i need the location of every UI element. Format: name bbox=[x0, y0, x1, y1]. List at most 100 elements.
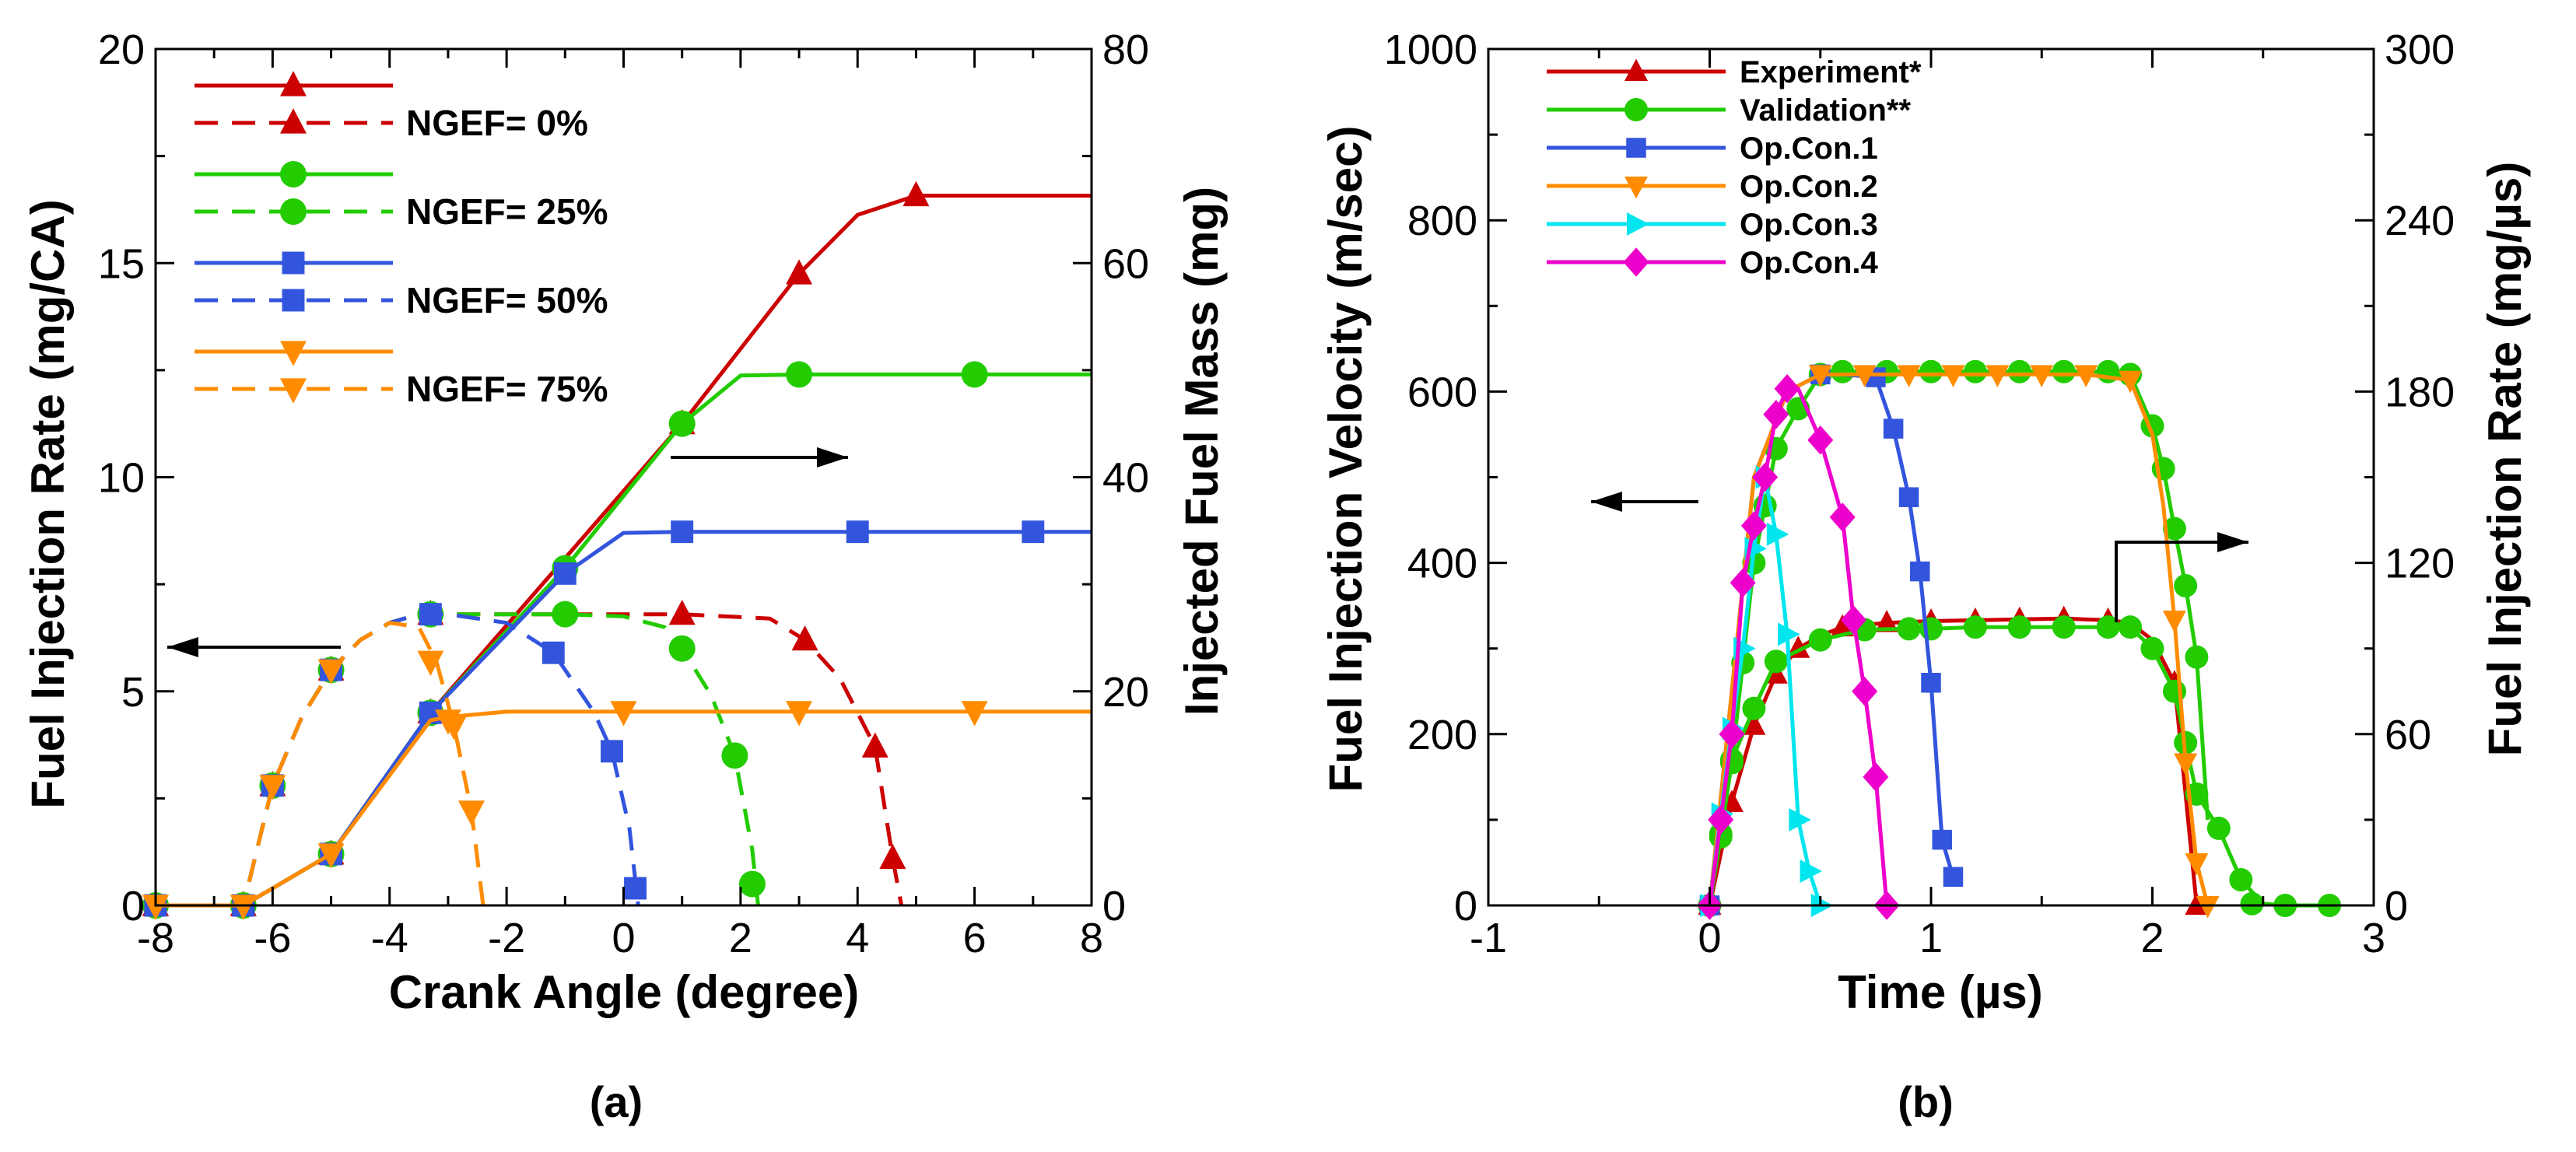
data-point-marker bbox=[2185, 645, 2209, 669]
data-point-marker bbox=[2206, 816, 2231, 840]
data-point-marker bbox=[2007, 359, 2031, 383]
legend-label: Validation** bbox=[1740, 93, 1911, 128]
data-point-marker bbox=[1742, 713, 1766, 735]
data-point-marker bbox=[1764, 650, 1788, 674]
data-point-marker bbox=[541, 641, 565, 664]
data-point-marker bbox=[1766, 522, 1789, 546]
x-tick-label: 2 bbox=[729, 915, 752, 961]
legend-entry-experiment-: Experiment* bbox=[1547, 55, 1922, 89]
data-point-marker bbox=[1752, 462, 1779, 492]
y-tick-label: 20 bbox=[98, 26, 145, 73]
data-point-marker bbox=[961, 361, 988, 388]
data-point-marker bbox=[2030, 365, 2054, 387]
data-point-marker bbox=[791, 625, 818, 651]
legend-label: NGEF= 75% bbox=[406, 369, 608, 409]
legend-marker-dashed bbox=[282, 289, 305, 312]
data-point-marker bbox=[2196, 896, 2220, 919]
data-point-marker bbox=[440, 715, 468, 741]
data-point-marker bbox=[1932, 829, 1952, 850]
series-line bbox=[156, 372, 1092, 908]
data-point-marker bbox=[786, 361, 813, 388]
data-point-marker bbox=[458, 800, 485, 826]
data-point-marker bbox=[230, 895, 257, 920]
data-point-marker bbox=[1829, 502, 1856, 532]
y-tick-label: 600 bbox=[1407, 369, 1477, 415]
panel-b-legend: Experiment* Validation**Op.Con.1 Op.Con.2 O… bbox=[1547, 55, 1922, 280]
panel-a-legend: NGEF= 0% NGEF= 25% NGEF= 50% NGEF= 75% bbox=[195, 71, 608, 409]
data-point-marker bbox=[1963, 615, 1987, 639]
y-tick-label: 800 bbox=[1407, 198, 1477, 244]
data-point-marker bbox=[1963, 359, 1987, 383]
data-point-marker bbox=[2229, 867, 2253, 891]
y-tick-label: 10 bbox=[98, 455, 145, 502]
data-point-marker bbox=[2162, 516, 2186, 541]
panel-b-caption: (b) bbox=[1898, 1077, 1954, 1126]
data-point-marker bbox=[2074, 365, 2098, 387]
x-tick-label: -1 bbox=[1470, 915, 1507, 961]
legend-label: Op.Con.3 bbox=[1740, 208, 1878, 242]
panel-a-series-layer bbox=[142, 180, 1092, 920]
data-point-marker bbox=[721, 742, 748, 769]
y-right-tick-label: 0 bbox=[2385, 883, 2408, 930]
data-point-marker bbox=[1022, 520, 1045, 544]
data-point-marker bbox=[1910, 561, 1930, 582]
data-point-marker bbox=[1807, 425, 1834, 455]
x-tick-label: -2 bbox=[488, 915, 525, 961]
x-tick-label: -4 bbox=[371, 915, 408, 961]
y-tick-label: 15 bbox=[98, 240, 145, 287]
data-point-marker bbox=[2174, 753, 2198, 776]
data-point-marker bbox=[553, 562, 577, 585]
series-line bbox=[156, 612, 904, 908]
data-point-marker bbox=[2140, 636, 2164, 660]
panel-b-left-axis-title: Fuel Injection Velocity (m/sec) bbox=[1320, 126, 1372, 793]
data-point-marker bbox=[738, 870, 766, 898]
data-point-marker bbox=[1883, 418, 1904, 439]
x-tick-label: -6 bbox=[254, 915, 291, 961]
legend-marker bbox=[1624, 98, 1648, 121]
y-tick-label: 400 bbox=[1407, 541, 1477, 587]
data-point-marker bbox=[142, 895, 169, 920]
data-point-marker bbox=[2119, 615, 2143, 639]
panel-a-x-axis-title: Crank Angle (degree) bbox=[389, 966, 860, 1018]
y-right-tick-label: 60 bbox=[1102, 240, 1149, 287]
data-point-marker bbox=[419, 603, 442, 626]
y-right-tick-label: 0 bbox=[1102, 883, 1126, 930]
x-tick-label: 1 bbox=[1919, 915, 1943, 961]
data-point-marker bbox=[1943, 867, 1964, 888]
arrow-head bbox=[2217, 532, 2248, 552]
y-right-tick-label: 80 bbox=[1102, 26, 1149, 73]
data-point-marker bbox=[2052, 359, 2076, 383]
legend-entry-op-con-2: Op.Con.2 bbox=[1547, 170, 1878, 204]
legend-label: NGEF= 25% bbox=[406, 191, 608, 232]
legend-entry-ngef-1: NGEF= 25% bbox=[195, 161, 608, 232]
y-right-tick-label: 180 bbox=[2385, 369, 2455, 415]
data-point-marker bbox=[317, 843, 345, 869]
data-point-marker bbox=[2185, 853, 2209, 876]
data-point-marker bbox=[1897, 617, 1921, 641]
data-point-marker bbox=[1789, 807, 1811, 832]
panel-b-series-layer bbox=[1697, 359, 2342, 920]
legend-label: Op.Con.2 bbox=[1740, 170, 1878, 204]
data-point-marker bbox=[610, 701, 637, 727]
annotation-arrow-right bbox=[2115, 532, 2248, 622]
legend-entry-op-con-3: Op.Con.3 bbox=[1547, 208, 1878, 242]
data-point-marker bbox=[2174, 573, 2198, 597]
panel-a-right-axis-title: Injected Fuel Mass (mg) bbox=[1176, 187, 1228, 716]
legend-marker-solid bbox=[280, 161, 307, 187]
y-tick-label: 0 bbox=[121, 883, 145, 930]
data-point-marker bbox=[317, 659, 345, 685]
data-point-marker bbox=[1774, 373, 1800, 404]
data-point-marker bbox=[601, 740, 623, 763]
y-tick-label: 200 bbox=[1407, 712, 1477, 758]
data-point-marker bbox=[2119, 370, 2143, 394]
series-ngef-25-mass-right bbox=[142, 361, 1092, 919]
legend-entry-ngef-0: NGEF= 0% bbox=[195, 71, 588, 143]
legend-entry-validation-: Validation** bbox=[1547, 93, 1911, 128]
arrow-shaft bbox=[2115, 541, 2248, 622]
series-op-con-4-right bbox=[1697, 373, 1900, 920]
x-tick-label: 4 bbox=[846, 915, 869, 961]
data-point-marker bbox=[861, 732, 888, 758]
